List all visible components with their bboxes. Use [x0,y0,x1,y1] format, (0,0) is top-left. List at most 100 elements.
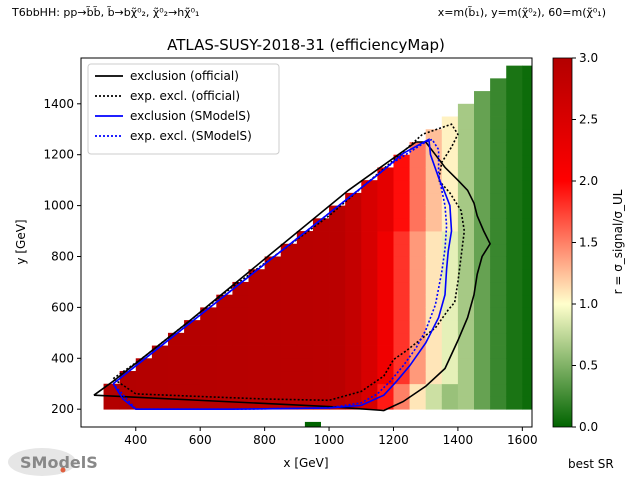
heatmap-cell [151,383,169,397]
heatmap-cell [264,371,282,385]
heatmap-cell [296,358,314,372]
x-tick-label: 1600 [507,433,538,447]
heatmap-cell [345,294,362,308]
heatmap-cell [200,383,217,397]
header-left-note: T6bbHH: pp→b̃b̃, b̃→bχ̃⁰₂, χ̃⁰₂→hχ̃⁰₁ [11,6,199,19]
heatmap-cell [361,281,378,296]
heatmap-cell [506,65,523,79]
heatmap-cell [490,332,507,346]
heatmap-cell [329,358,346,372]
heatmap-cell [457,345,475,359]
heatmap-cell [312,281,330,296]
heatmap-cell [280,256,298,270]
colorbar-label: r = σ_signal/σ_UL [611,189,625,294]
heatmap-cell [522,320,532,334]
heatmap-cell [425,218,443,232]
y-axis-label: y [GeV] [14,219,28,264]
heatmap-cell [345,205,362,219]
heatmap-cell [474,231,491,245]
heatmap-cell [441,371,459,385]
heatmap-cell [167,345,185,359]
heatmap-cell [280,294,298,308]
y-tick-label: 1400 [43,97,74,111]
heatmap-cell [296,243,314,257]
heatmap-cell [441,269,459,283]
heatmap-cell [457,294,475,308]
heatmap-cell [377,332,394,346]
heatmap-cell [393,231,410,245]
heatmap-cell [345,345,362,359]
heatmap-cell [393,180,410,194]
heatmap-cell [457,205,475,219]
heatmap-cell [296,294,314,308]
heatmap-cell [490,269,507,283]
header-right-note: x=m(b̃₁), y=m(χ̃⁰₂), 60=m(χ̃⁰₁) [438,6,606,19]
heatmap-cell [248,320,266,334]
heatmap-cell [296,371,314,385]
heatmap-cell [393,307,410,321]
heatmap-cell [312,294,330,308]
heatmap-cell [490,396,507,410]
heatmap-cell [506,269,523,283]
heatmap-cell [345,320,362,334]
heatmap-cell [377,218,394,232]
heatmap-cell [151,396,169,410]
heatmap-cell [474,256,491,270]
heatmap-cell [200,396,217,410]
heatmap-cell [280,345,298,359]
heatmap-cell [264,256,282,270]
heatmap-cell [457,307,475,321]
heatmap-cell [167,358,185,372]
heatmap-cell [441,396,459,410]
heatmap-cell [329,307,346,321]
heatmap-cell [377,307,394,321]
heatmap-cell [361,358,378,372]
heatmap-cell [377,231,394,245]
colorbar-tick-label: 3.0 [579,51,598,65]
heatmap-cell [490,345,507,359]
heatmap-cell [296,383,314,397]
heatmap-cell [167,332,185,346]
heatmap-cell [361,180,378,194]
heatmap-cell [522,269,532,283]
heatmap-cell [457,332,475,346]
heatmap-cell [409,371,427,385]
heatmap-cell [506,78,523,92]
heatmap-cell [393,192,410,206]
heatmap-cell [248,294,266,308]
heatmap-cell [296,231,314,245]
heatmap-cell [393,383,410,397]
heatmap-cell [361,307,378,321]
curve-exp-excl-official [112,123,466,402]
heatmap-cell [151,371,169,385]
heatmap-cell [522,167,532,181]
heatmap-cell [522,243,532,257]
heatmap-cell [474,332,491,346]
heatmap-cell [296,345,314,359]
heatmap-cell [522,358,532,372]
heatmap-cell [506,294,523,308]
heatmap-cell [280,358,298,372]
heatmap-cell [393,243,410,257]
heatmap-cell [216,345,233,359]
heatmap-cell [312,358,330,372]
heatmap-cell [361,371,378,385]
heatmap-cell [522,78,532,92]
heatmap-cell [345,269,362,283]
best-sr-label: best SR [568,457,614,471]
heatmap-cell [393,269,410,283]
heatmap-cell [522,383,532,397]
heatmap-cell [409,281,427,296]
heatmap-cell [377,345,394,359]
heatmap-cell [425,294,443,308]
legend-label: exclusion (SModelS) [130,109,251,123]
heatmap-cell [248,307,266,321]
heatmap-cell [393,294,410,308]
heatmap-cell [200,332,217,346]
heatmap-cell [329,281,346,296]
legend-label: exp. excl. (SModelS) [130,129,252,143]
heatmap-cell [490,371,507,385]
heatmap-cell [361,320,378,334]
heatmap-cell [377,383,394,397]
heatmap-cell [232,383,249,397]
